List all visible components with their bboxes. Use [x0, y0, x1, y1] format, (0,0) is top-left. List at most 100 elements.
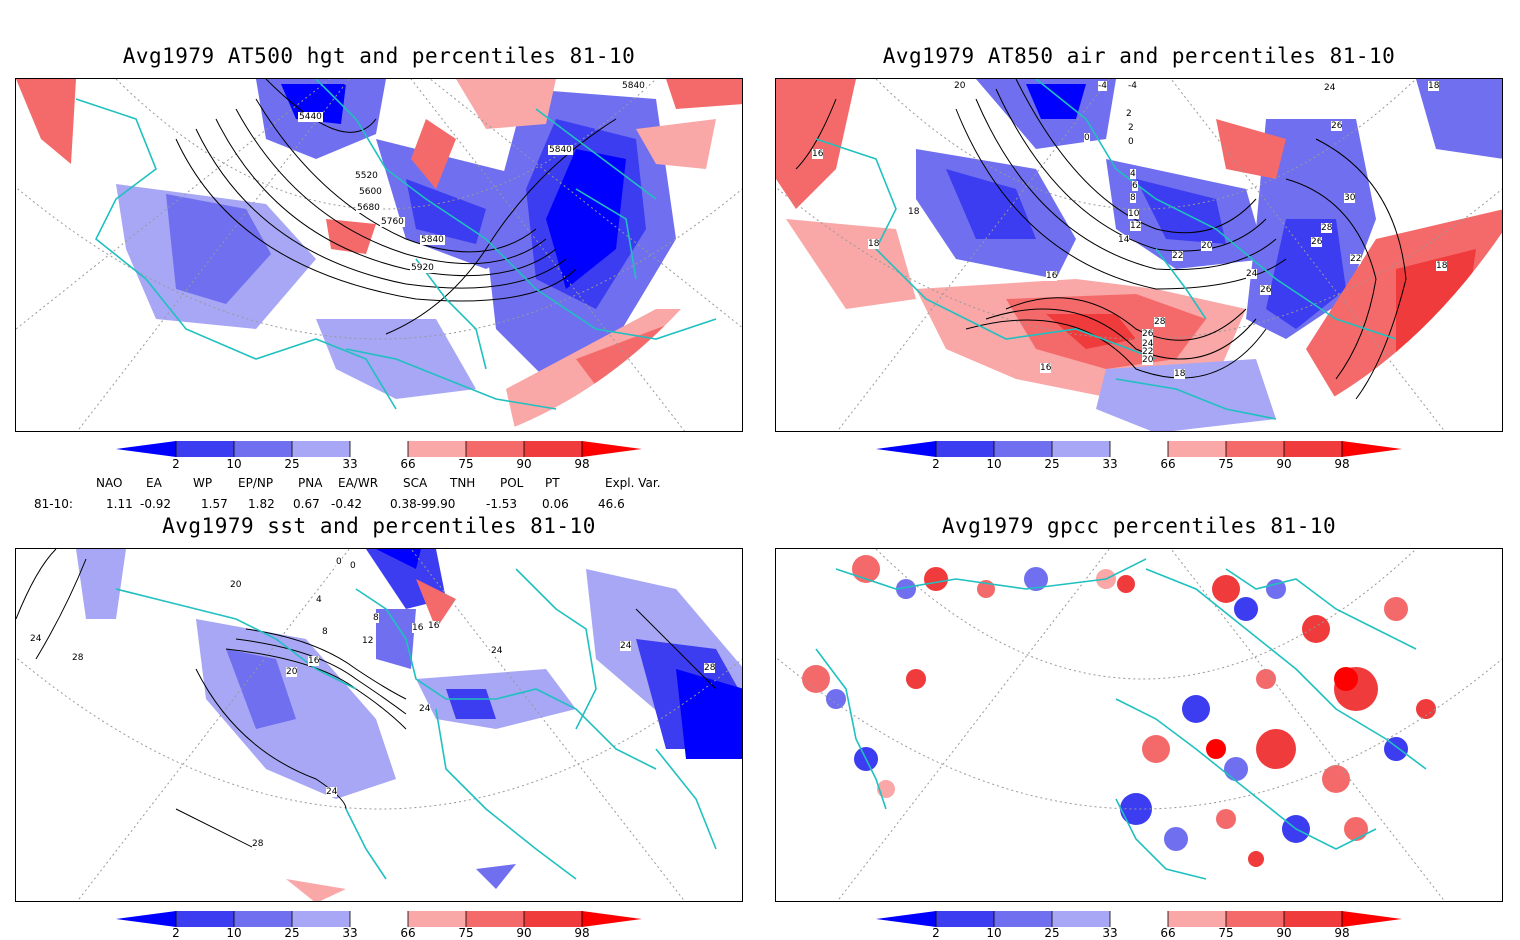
contour-label: 5680	[356, 203, 381, 213]
tele-header: TNH	[450, 476, 476, 490]
cbar-seg	[408, 911, 466, 927]
contour-label: 22	[1350, 254, 1362, 264]
contour-label: 14	[1118, 235, 1130, 245]
map-gpcc	[775, 548, 1503, 902]
teleconnection-table: NAO EA WP EP/NP PNA EA/WR SCA TNH POL PT…	[0, 476, 760, 516]
colorbar-tick-label: 66	[1160, 457, 1176, 471]
colorbar-top-right: 2 10 25 33 66 75 90 98	[876, 440, 1406, 480]
cbar-seg	[1342, 441, 1402, 457]
cbar-seg	[1284, 911, 1342, 927]
contour-label: 8	[1130, 193, 1136, 203]
tele-value: 0.06	[542, 497, 569, 511]
contour-label: 20	[1201, 241, 1213, 251]
colorbar-top-left-svg	[116, 441, 642, 457]
contour-label: 18	[908, 207, 920, 217]
cbar-seg	[1226, 441, 1284, 457]
tele-value: 0.38-99.90	[390, 497, 456, 511]
colorbar-tick-label: 2	[172, 926, 180, 940]
contour-label: 16	[308, 656, 320, 666]
cbar-seg	[176, 441, 234, 457]
tele-value: 1.57	[201, 497, 228, 511]
contour-label: 18	[1174, 369, 1186, 379]
contour-label: 0	[336, 557, 342, 567]
map-sst: 24 28 20 16 12 8 4 0 0 24 24 28 28 20 16…	[15, 548, 743, 902]
cbar-seg	[350, 441, 408, 457]
cbar-seg	[876, 441, 936, 457]
contour-label: -4	[1128, 81, 1137, 91]
contour-label: 20	[954, 81, 966, 91]
colorbar-bottom-right: 2 10 25 33 66 75 90 98	[876, 910, 1406, 940]
cbar-seg	[408, 441, 466, 457]
map-air850: 20 -4 -4 18 16 18 18 24 26 30 28 26 22 1…	[775, 78, 1503, 432]
tele-header: EP/NP	[238, 476, 274, 490]
contour-label: 24	[1142, 339, 1154, 349]
contour-label: 24	[419, 704, 431, 714]
contour-label: 28	[252, 839, 264, 849]
cbar-seg	[1052, 911, 1110, 927]
contour-label: 0	[1084, 133, 1090, 143]
contour-label: 24	[620, 641, 632, 651]
contour-label: 16	[412, 623, 424, 633]
colorbar-tick-label: 66	[400, 457, 416, 471]
cbar-seg	[116, 441, 176, 457]
colorbar-tick-label: 75	[1218, 926, 1234, 940]
contour-label: 28	[1321, 223, 1333, 233]
contour-label: 20	[230, 580, 242, 590]
contour-label: 2	[1126, 109, 1132, 119]
tele-value: 1.82	[248, 497, 275, 511]
contour-label: 4	[1130, 169, 1136, 179]
contour-label: -4	[1098, 81, 1107, 91]
cbar-seg	[1226, 911, 1284, 927]
contour-label: 0	[350, 561, 356, 571]
contour-label: 5520	[354, 171, 379, 181]
panel-title-sst: Avg1979 sst and percentiles 81-10	[162, 514, 596, 538]
contour-label: 28	[704, 663, 716, 673]
colorbar-tick-label: 33	[342, 457, 358, 471]
contour-label: 8	[322, 627, 328, 637]
tele-header: EA	[146, 476, 162, 490]
cbar-seg	[1284, 441, 1342, 457]
map-air850-canvas	[776, 79, 1502, 431]
contour-label: 18	[868, 239, 880, 249]
colorbar-tick-label: 25	[284, 926, 300, 940]
panel-title-gpcc: Avg1979 gpcc percentiles 81-10	[941, 514, 1337, 538]
colorbar-tick-label: 25	[284, 457, 300, 471]
contour-label: 4	[316, 595, 322, 605]
colorbar-tick-label: 33	[342, 926, 358, 940]
colorbar-tick-label: 25	[1044, 457, 1060, 471]
colorbar-tick-label: 33	[1102, 457, 1118, 471]
cbar-seg	[116, 911, 176, 927]
colorbar-tick-label: 10	[986, 457, 1002, 471]
cbar-seg	[234, 441, 292, 457]
colorbar-tick-label: 90	[516, 926, 532, 940]
contour-label: 26	[1260, 285, 1272, 295]
tele-value: -0.92	[140, 497, 172, 511]
cbar-seg	[936, 441, 994, 457]
contour-label: 12	[1130, 221, 1142, 231]
colorbar-tick-label: 75	[458, 926, 474, 940]
contour-label: 18	[1436, 261, 1448, 271]
colorbar-tick-label: 98	[574, 926, 590, 940]
contour-label: 22	[1142, 347, 1154, 357]
contour-label: 30	[1344, 193, 1356, 203]
contour-label: 26	[1331, 121, 1343, 131]
cbar-seg	[292, 911, 350, 927]
cbar-seg	[1110, 441, 1168, 457]
contour-label: 16	[428, 621, 440, 631]
colorbar-bottom-right-svg	[876, 911, 1402, 927]
contour-label: 6	[1132, 181, 1138, 191]
colorbar-tick-label: 66	[400, 926, 416, 940]
colorbar-top-left: 2 10 25 33 66 75 90 98	[116, 440, 646, 480]
tele-header: EA/WR	[338, 476, 379, 490]
contour-label: 24	[491, 646, 503, 656]
contour-label: 5600	[358, 187, 383, 197]
cbar-seg	[582, 441, 642, 457]
colorbar-tick-label: 98	[1334, 457, 1350, 471]
tele-header: PNA	[298, 476, 323, 490]
colorbar-tick-label: 75	[1218, 457, 1234, 471]
tele-value: -0.42	[331, 497, 363, 511]
contour-label: 28	[72, 653, 84, 663]
cbar-seg	[466, 441, 524, 457]
colorbar-tick-label: 2	[932, 457, 940, 471]
tele-header: PT	[545, 476, 560, 490]
